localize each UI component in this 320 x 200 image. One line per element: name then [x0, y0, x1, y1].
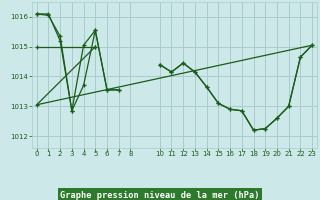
Text: Graphe pression niveau de la mer (hPa): Graphe pression niveau de la mer (hPa) [60, 191, 260, 200]
